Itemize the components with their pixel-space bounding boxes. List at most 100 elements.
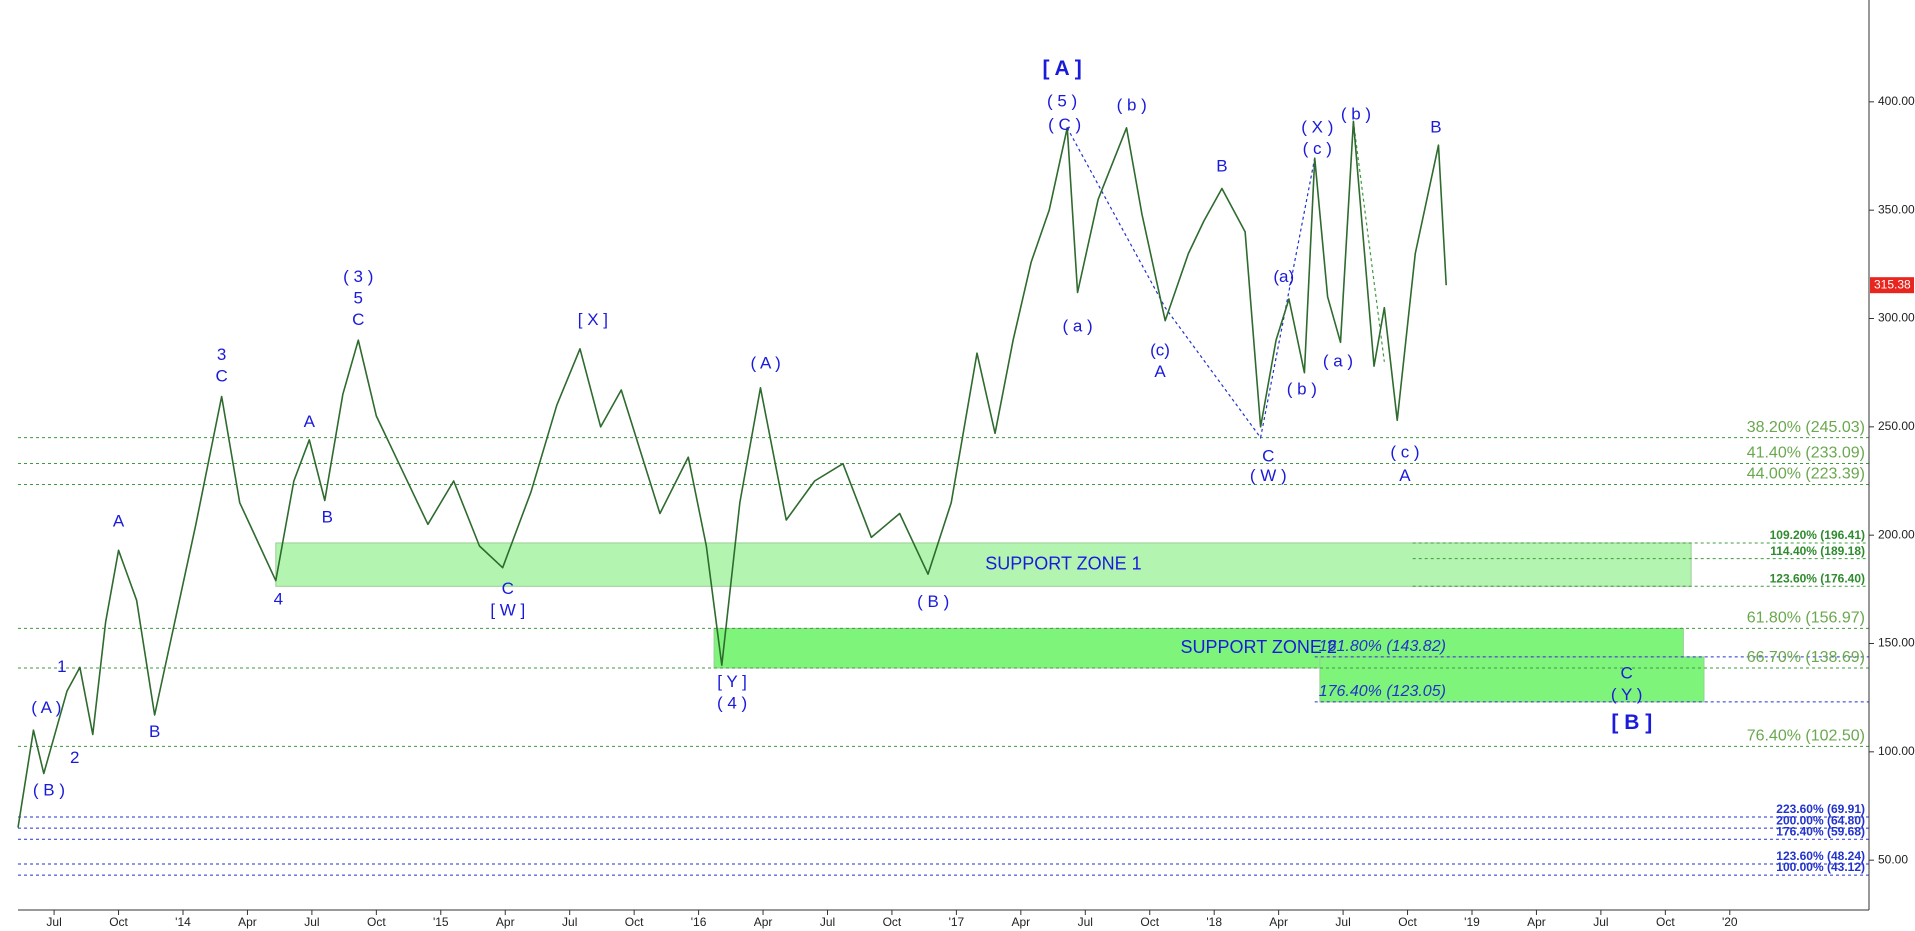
wave-label: [ W ] bbox=[490, 600, 525, 619]
zone-label: SUPPORT ZONE 2 bbox=[1181, 637, 1337, 657]
level-label: 123.60% (176.40) bbox=[1770, 571, 1865, 585]
y-tick-label: 300.00 bbox=[1878, 311, 1915, 325]
level-label: 200.00% (64.80) bbox=[1776, 813, 1865, 827]
wave-label: B bbox=[149, 722, 160, 741]
wave-label: A bbox=[1154, 362, 1166, 381]
x-tick-label: '15 bbox=[433, 915, 449, 929]
x-tick-label: Apr bbox=[496, 915, 515, 929]
wave-label: ( Y ) bbox=[1611, 685, 1643, 704]
wave-label: C bbox=[352, 310, 364, 329]
x-tick-label: Oct bbox=[883, 915, 902, 929]
level-label: 66.70% (138.69) bbox=[1747, 649, 1865, 666]
wave-label: (a) bbox=[1273, 267, 1294, 286]
wave-label: ( 3 ) bbox=[343, 267, 373, 286]
wave-label: ( a ) bbox=[1062, 317, 1092, 336]
x-tick-label: Jul bbox=[304, 915, 319, 929]
x-tick-label: Oct bbox=[1140, 915, 1159, 929]
level-label: 161.80% (143.82) bbox=[1319, 638, 1446, 655]
level-label: 176.40% (123.05) bbox=[1319, 683, 1446, 700]
wave-label: ( C ) bbox=[1048, 115, 1081, 134]
wave-label: ( W ) bbox=[1250, 466, 1287, 485]
wave-connector bbox=[1066, 127, 1316, 440]
y-tick-label: 350.00 bbox=[1878, 202, 1915, 216]
level-label: 100.00% (43.12) bbox=[1776, 860, 1865, 874]
x-tick-label: Jul bbox=[1335, 915, 1350, 929]
axes-layer: 315.38 50.00 100.00 150.00 200.00 250.00 300.0… bbox=[18, 0, 1915, 929]
wave-label: (c) bbox=[1150, 340, 1170, 359]
x-tick-label: '18 bbox=[1206, 915, 1222, 929]
level-label: 123.60% (48.24) bbox=[1776, 849, 1865, 863]
x-tick-label: '17 bbox=[949, 915, 965, 929]
y-tick-label: 400.00 bbox=[1878, 94, 1915, 108]
wave-label: ( b ) bbox=[1117, 96, 1147, 115]
x-tick-label: Apr bbox=[1011, 915, 1030, 929]
wave-label: ( A ) bbox=[751, 353, 781, 372]
x-tick-label: Apr bbox=[754, 915, 773, 929]
level-label: 44.00% (223.39) bbox=[1747, 466, 1865, 483]
y-tick-label: 100.00 bbox=[1878, 744, 1915, 758]
wave-label: ( b ) bbox=[1287, 379, 1317, 398]
wave-label: A bbox=[304, 412, 316, 431]
level-label: 76.40% (102.50) bbox=[1747, 728, 1865, 745]
wave-label: ( b ) bbox=[1341, 104, 1371, 123]
support-zone bbox=[275, 542, 1692, 587]
wave-label: ( B ) bbox=[917, 592, 949, 611]
level-label: 176.40% (59.68) bbox=[1776, 824, 1865, 838]
wave-label: ( X ) bbox=[1301, 117, 1333, 136]
wave-label: ( 5 ) bbox=[1047, 91, 1077, 110]
x-tick-label: '16 bbox=[691, 915, 707, 929]
level-label: 114.40% (189.18) bbox=[1770, 544, 1865, 558]
x-tick-label: Apr bbox=[238, 915, 257, 929]
wave-label: C bbox=[502, 579, 514, 598]
zones-layer: SUPPORT ZONE 1 SUPPORT ZONE 2 bbox=[275, 542, 1705, 703]
wave-label: B bbox=[1216, 156, 1227, 175]
x-tick-label: Jul bbox=[1593, 915, 1608, 929]
level-label: 109.20% (196.41) bbox=[1770, 528, 1865, 542]
wave-label: [ X ] bbox=[578, 310, 608, 329]
x-tick-label: '19 bbox=[1464, 915, 1480, 929]
wave-label: 4 bbox=[274, 590, 283, 609]
support-zone bbox=[1319, 656, 1705, 703]
wave-label: B bbox=[1430, 117, 1441, 136]
x-tick-label: '14 bbox=[175, 915, 191, 929]
wave-label: 2 bbox=[70, 748, 79, 767]
wave-label: ( c ) bbox=[1303, 139, 1332, 158]
y-tick-label: 250.00 bbox=[1878, 419, 1915, 433]
y-tick-label: 150.00 bbox=[1878, 636, 1915, 650]
wave-label: [ B ] bbox=[1611, 711, 1652, 734]
wave-label: [ A ] bbox=[1042, 57, 1081, 80]
wave-label: 5 bbox=[354, 288, 363, 307]
wave-label: ( c ) bbox=[1390, 442, 1419, 461]
level-label: 61.80% (156.97) bbox=[1747, 610, 1865, 627]
x-tick-label: Oct bbox=[1656, 915, 1675, 929]
wave-label: A bbox=[1399, 466, 1411, 485]
x-tick-label: Jul bbox=[562, 915, 577, 929]
x-tick-label: Oct bbox=[367, 915, 386, 929]
y-tick-label: 200.00 bbox=[1878, 527, 1915, 541]
wave-label: ( a ) bbox=[1323, 351, 1353, 370]
zone-label: SUPPORT ZONE 1 bbox=[985, 553, 1141, 573]
level-label: 223.60% (69.91) bbox=[1776, 802, 1865, 816]
wave-label: ( 4 ) bbox=[717, 694, 747, 713]
wave-label: A bbox=[113, 512, 125, 531]
x-tick-label: Oct bbox=[625, 915, 644, 929]
levels-layer: 38.20% (245.03) 41.40% (233.09) 44.00% (22… bbox=[18, 419, 1869, 876]
level-label: 41.40% (233.09) bbox=[1747, 445, 1865, 462]
last-price-label: 315.38 bbox=[1874, 277, 1911, 291]
x-tick-label: Jul bbox=[1078, 915, 1093, 929]
wave-label: ( A ) bbox=[31, 698, 61, 717]
price-layer bbox=[17, 120, 1448, 828]
x-tick-label: Jul bbox=[46, 915, 61, 929]
x-tick-label: Jul bbox=[820, 915, 835, 929]
wave-connector bbox=[1352, 121, 1385, 362]
wave-label: C bbox=[1262, 447, 1274, 466]
wave-label: C bbox=[216, 366, 228, 385]
level-label: 38.20% (245.03) bbox=[1747, 419, 1865, 436]
wave-label: 1 bbox=[57, 657, 66, 676]
wave-label: 3 bbox=[217, 345, 226, 364]
y-tick-label: 50.00 bbox=[1878, 852, 1908, 866]
price-line bbox=[17, 120, 1448, 828]
x-tick-label: Oct bbox=[109, 915, 128, 929]
annotation-layer: ( A ) ( B ) 1 2 A B 3 C 4 A B ( 3 ) 5 C C [ W ] [ X ] ( A… bbox=[31, 57, 1652, 799]
